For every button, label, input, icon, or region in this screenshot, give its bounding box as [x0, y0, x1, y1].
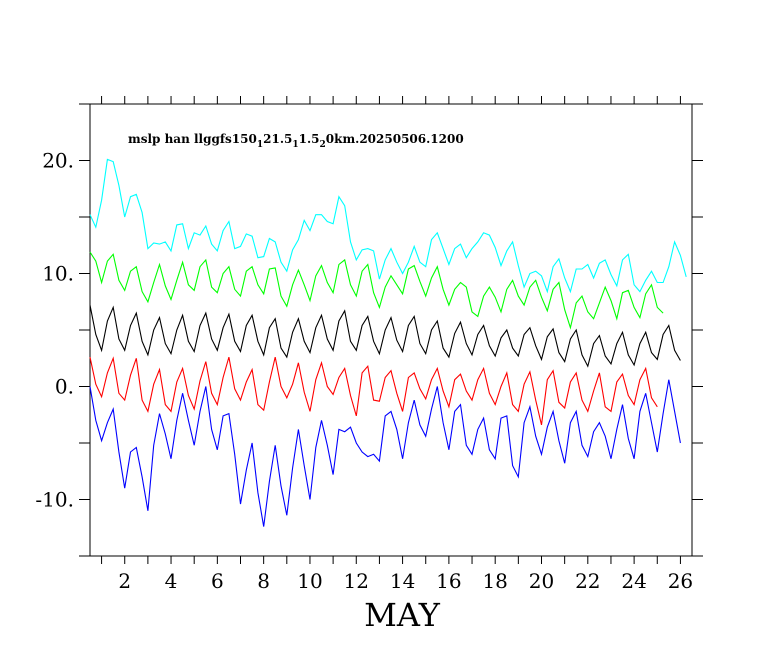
y-tick-label: 10. — [42, 262, 74, 286]
y-tick-label: -10. — [35, 488, 74, 512]
x-tick-label: 4 — [165, 569, 178, 593]
x-tick-label: 14 — [390, 569, 415, 593]
x-tick-label: 12 — [344, 569, 369, 593]
series-line-3 — [89, 356, 658, 426]
series-line-0 — [89, 158, 687, 294]
x-tick-label: 8 — [257, 569, 270, 593]
series-line-4 — [89, 379, 681, 527]
chart-title: mslp han llggfs150121.511.520km.20250506… — [128, 132, 464, 150]
y-axis-ticks: 20. 10. 0. -10. — [35, 103, 703, 557]
x-tick-label: 22 — [575, 569, 600, 593]
series-line-1 — [89, 251, 664, 330]
x-tick-label: 24 — [621, 569, 646, 593]
x-tick-label: 6 — [211, 569, 224, 593]
x-tick-label: 20 — [529, 569, 554, 593]
x-tick-label: 16 — [436, 569, 461, 593]
x-tick-label: 10 — [297, 569, 322, 593]
x-axis-title: MAY — [364, 596, 441, 634]
x-tick-label: 2 — [118, 569, 131, 593]
series-line-2 — [89, 304, 681, 368]
x-tick-label: 18 — [482, 569, 507, 593]
x-tick-label: 26 — [668, 569, 693, 593]
plot-frame — [89, 103, 693, 557]
y-tick-label: 20. — [42, 149, 74, 173]
x-axis-ticks: 2 4 6 8 10 12 14 16 18 20 22 24 26 — [101, 96, 693, 593]
y-tick-label: 0. — [55, 375, 74, 399]
series-layer — [89, 158, 687, 527]
